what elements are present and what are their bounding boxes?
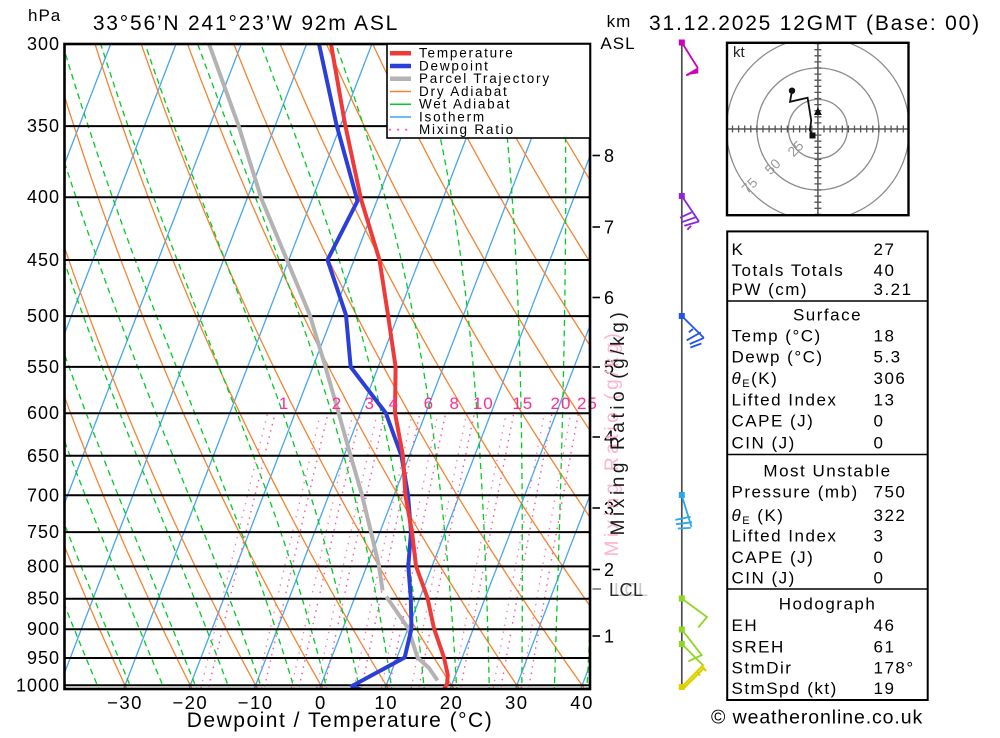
svg-text:400: 400 [27,187,60,207]
svg-text:3: 3 [604,499,614,519]
svg-text:6: 6 [424,394,434,413]
svg-text:−20: −20 [172,692,208,713]
svg-text:800: 800 [27,556,60,576]
svg-text:18: 18 [874,327,896,346]
svg-text:PW (cm): PW (cm) [732,280,809,299]
svg-text:40: 40 [874,261,896,280]
svg-text:15: 15 [512,394,533,413]
svg-text:10: 10 [374,692,398,713]
svg-text:46: 46 [874,616,896,635]
svg-text:700: 700 [27,485,60,505]
svg-text:40: 40 [570,692,594,713]
svg-text:1: 1 [604,627,614,647]
svg-text:5.3: 5.3 [874,347,902,366]
svg-text:550: 550 [27,357,60,377]
svg-text:Most Unstable: Most Unstable [763,461,891,480]
svg-text:19: 19 [874,679,896,698]
svg-text:20: 20 [440,692,464,713]
svg-text:hPa: hPa [28,6,61,25]
svg-text:0: 0 [315,692,327,713]
svg-text:Mixing Ratio (g/kg): Mixing Ratio (g/kg) [608,309,629,536]
svg-text:km: km [607,12,632,31]
svg-text:3: 3 [874,527,885,546]
svg-text:Mixing Ratio (g/kg): Mixing Ratio (g/kg) [602,330,623,557]
svg-text:5: 5 [604,358,614,378]
svg-text:K: K [732,240,745,259]
svg-text:600: 600 [27,403,60,423]
svg-text:178°: 178° [874,659,915,678]
svg-text:61: 61 [874,637,896,656]
svg-text:750: 750 [874,483,907,502]
svg-text:450: 450 [27,250,60,270]
svg-text:1: 1 [279,394,289,413]
svg-text:30: 30 [505,692,529,713]
svg-text:θE (K): θE (K) [732,506,785,527]
svg-text:LCL: LCL [614,580,649,600]
svg-text:StmDir: StmDir [732,659,793,678]
svg-text:EH: EH [732,616,759,635]
svg-text:850: 850 [27,589,60,609]
svg-text:750: 750 [27,522,60,542]
svg-text:−30: −30 [107,692,143,713]
svg-text:500: 500 [27,306,60,326]
svg-text:SREH: SREH [732,637,785,656]
svg-text:LCL: LCL [609,580,644,600]
svg-text:Mixing Ratio: Mixing Ratio [419,122,515,137]
svg-text:0: 0 [874,412,885,431]
svg-text:31.12.2025 12GMT (Base: 00): 31.12.2025 12GMT (Base: 00) [649,12,981,35]
svg-text:Dewp (°C): Dewp (°C) [732,347,824,366]
svg-text:300: 300 [27,34,60,54]
svg-text:kt: kt [733,44,746,61]
svg-text:ASL: ASL [600,34,635,53]
svg-text:7: 7 [604,218,614,238]
svg-text:25: 25 [577,394,598,413]
svg-text:© weatheronline.co.uk: © weatheronline.co.uk [711,707,923,729]
svg-text:Totals Totals: Totals Totals [732,261,845,280]
svg-text:CIN (J): CIN (J) [732,568,796,587]
svg-text:20: 20 [551,394,572,413]
svg-text:322: 322 [874,506,907,525]
svg-text:Temp (°C): Temp (°C) [732,327,822,346]
svg-text:350: 350 [27,116,60,136]
svg-text:10: 10 [473,394,494,413]
svg-text:Isotherm: Isotherm [419,110,486,125]
svg-text:2: 2 [332,394,342,413]
svg-text:27: 27 [874,240,896,259]
svg-text:Pressure (mb): Pressure (mb) [732,483,859,502]
svg-text:CAPE (J): CAPE (J) [732,548,815,567]
svg-text:Lifted Index: Lifted Index [732,527,838,546]
svg-text:Dry Adiabat: Dry Adiabat [419,84,509,99]
svg-text:6: 6 [604,288,614,308]
svg-text:Hodograph: Hodograph [779,595,877,614]
svg-text:Lifted Index: Lifted Index [732,391,838,410]
svg-text:13: 13 [874,391,896,410]
svg-text:3: 3 [364,394,374,413]
svg-text:θE(K): θE(K) [732,369,779,390]
svg-text:Dewpoint / Temperature (°C): Dewpoint / Temperature (°C) [187,709,493,732]
svg-text:Parcel Trajectory: Parcel Trajectory [419,71,551,86]
svg-text:Surface: Surface [793,306,862,325]
svg-text:8: 8 [604,146,614,166]
svg-text:4: 4 [389,394,399,413]
svg-text:CIN (J): CIN (J) [732,433,796,452]
svg-text:Wet Adiabat: Wet Adiabat [419,97,511,112]
svg-text:650: 650 [27,446,60,466]
svg-text:StmSpd (kt): StmSpd (kt) [732,679,838,698]
svg-text:0: 0 [874,568,885,587]
svg-text:Dewpoint: Dewpoint [419,59,490,74]
svg-text:0: 0 [874,548,885,567]
svg-text:1000: 1000 [16,675,60,695]
svg-text:0: 0 [874,433,885,452]
svg-text:306: 306 [874,369,907,388]
svg-text:3.21: 3.21 [874,280,913,299]
svg-text:900: 900 [27,619,60,639]
svg-text:−10: −10 [238,692,274,713]
svg-text:CAPE (J): CAPE (J) [732,412,815,431]
svg-text:Temperature: Temperature [419,46,515,61]
svg-text:2: 2 [604,560,614,580]
svg-text:8: 8 [449,394,459,413]
svg-text:4: 4 [604,428,614,448]
svg-text:33°56’N 241°23’W 92m ASL: 33°56’N 241°23’W 92m ASL [93,12,399,35]
svg-text:950: 950 [27,648,60,668]
